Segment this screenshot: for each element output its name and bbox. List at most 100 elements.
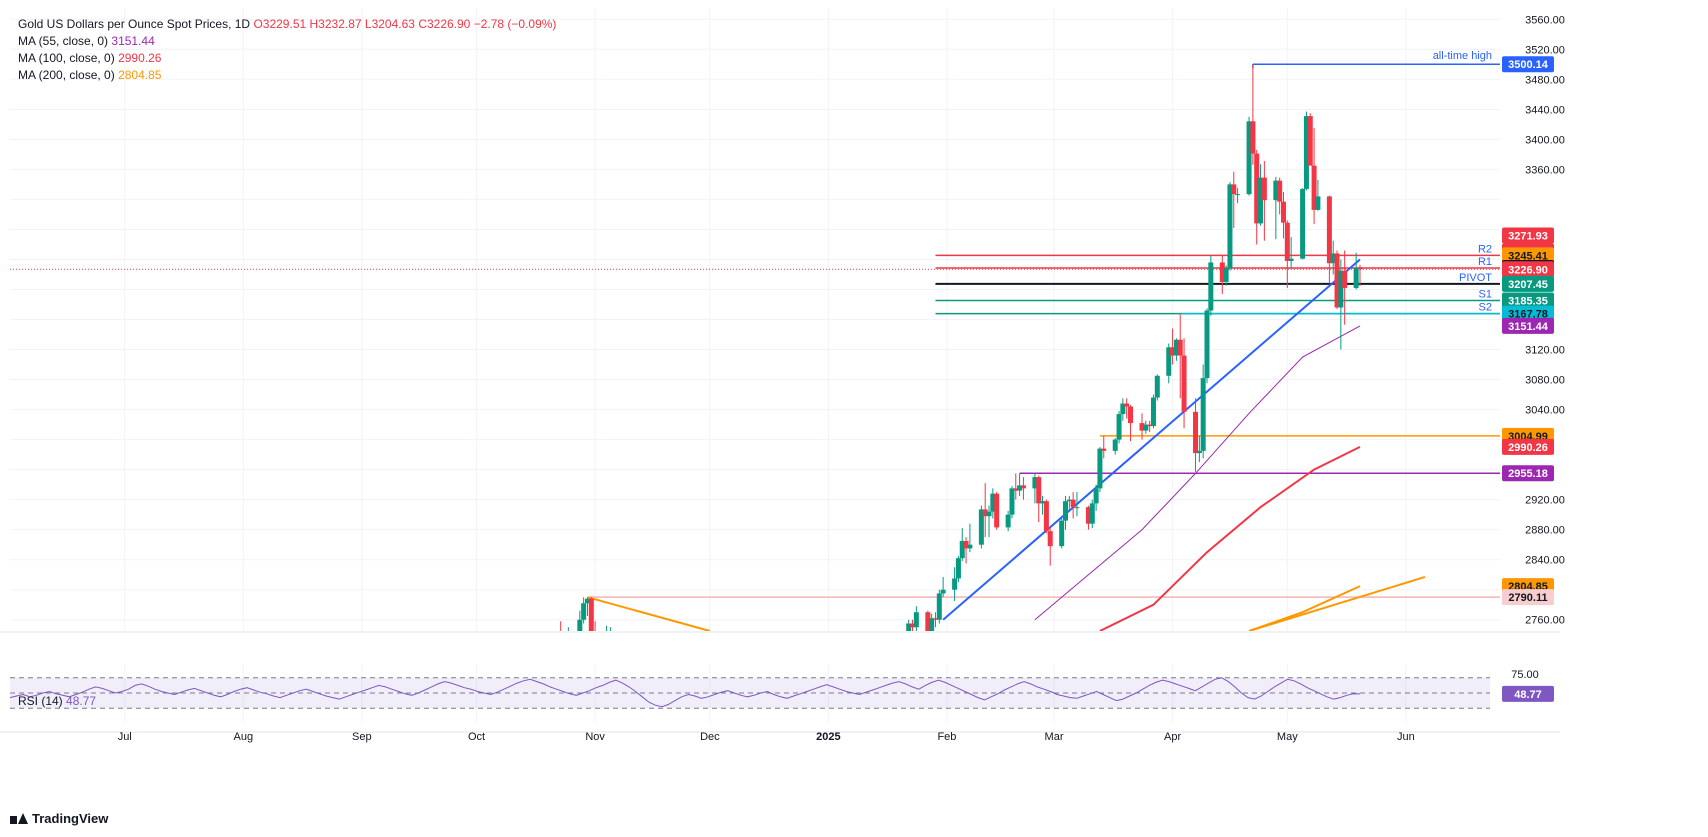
candle-body bbox=[1116, 414, 1122, 440]
legend-ma200-row[interactable]: MA (200, close, 0) 2804.85 bbox=[18, 67, 556, 84]
time-tick-label: May bbox=[1277, 731, 1298, 743]
candle bbox=[1196, 435, 1202, 463]
candle-body bbox=[1334, 253, 1340, 308]
candle-body bbox=[1005, 514, 1011, 528]
rsi-tag-bg bbox=[1502, 685, 1554, 702]
price-tick-label: 3360.00 bbox=[1525, 164, 1565, 176]
candle-body bbox=[1120, 403, 1126, 415]
candle-body bbox=[1066, 499, 1072, 502]
candle-body bbox=[1128, 406, 1134, 424]
price-tag-label: 3226.90 bbox=[1508, 264, 1548, 276]
candle bbox=[1246, 116, 1252, 196]
candle-body bbox=[1231, 184, 1237, 195]
price-tag-bg bbox=[1502, 292, 1554, 309]
candle-body bbox=[1032, 477, 1038, 489]
candle-body bbox=[940, 589, 946, 594]
price-tag-bg bbox=[1502, 247, 1554, 264]
price-tick-label: 3480.00 bbox=[1525, 74, 1565, 86]
rsi-tag-label: 48.77 bbox=[1514, 689, 1542, 701]
candle-body bbox=[1101, 448, 1107, 451]
candle-body bbox=[1097, 448, 1103, 489]
candle bbox=[1101, 435, 1107, 459]
candle-body bbox=[982, 509, 988, 517]
candle-body bbox=[1017, 485, 1023, 491]
candle bbox=[936, 589, 942, 624]
candle bbox=[1063, 495, 1069, 530]
candle bbox=[1036, 475, 1042, 523]
candle-body bbox=[1074, 507, 1080, 509]
candle bbox=[1097, 447, 1103, 493]
price-tag-bg bbox=[1502, 305, 1554, 322]
level-label-r1: R1 bbox=[1478, 256, 1492, 268]
candle-body bbox=[1040, 501, 1046, 504]
price-tick-label: 3560.00 bbox=[1525, 14, 1565, 26]
candle-body bbox=[1036, 477, 1042, 504]
candle-body bbox=[1124, 403, 1130, 407]
price-tag-bg bbox=[1502, 465, 1554, 482]
candle-body bbox=[1223, 268, 1229, 282]
candle-body bbox=[1246, 121, 1252, 195]
candle-body bbox=[929, 618, 935, 631]
ma200-value: 2804.85 bbox=[118, 68, 162, 82]
candle bbox=[1357, 264, 1363, 287]
candle bbox=[1089, 499, 1095, 529]
candle bbox=[1150, 394, 1156, 429]
candle-body bbox=[1303, 116, 1309, 189]
candle-body bbox=[1047, 531, 1053, 547]
candle bbox=[963, 537, 969, 564]
level-label-s2: S2 bbox=[1479, 302, 1492, 314]
ma200-line bbox=[1248, 585, 1361, 631]
price-tick-label: 2920.00 bbox=[1525, 495, 1565, 507]
candle-body bbox=[577, 619, 583, 631]
candle-body bbox=[925, 612, 931, 631]
price-tag-label: 3151.44 bbox=[1508, 321, 1549, 333]
legend-ma55-row[interactable]: MA (55, close, 0) 3151.44 bbox=[18, 33, 556, 50]
candle-body bbox=[955, 558, 961, 579]
candle bbox=[1353, 252, 1359, 290]
candle-body bbox=[1085, 507, 1091, 524]
chart-legend: Gold US Dollars per Ounce Spot Prices, 1… bbox=[18, 16, 556, 84]
price-tag-label: 3271.93 bbox=[1508, 230, 1548, 242]
candle bbox=[577, 610, 583, 631]
legend-ma100-row[interactable]: MA (100, close, 0) 2990.26 bbox=[18, 50, 556, 67]
candle-body bbox=[588, 598, 594, 631]
candle bbox=[1124, 398, 1130, 419]
candle bbox=[1085, 505, 1091, 530]
price-tag-label: 2955.18 bbox=[1508, 468, 1548, 480]
price-tag: 3245.41 bbox=[1502, 247, 1554, 264]
candle bbox=[1288, 236, 1294, 269]
rsi-value: 48.77 bbox=[66, 694, 97, 708]
rsi-legend[interactable]: RSI (14) 48.77 bbox=[18, 694, 96, 708]
candles bbox=[560, 64, 1363, 631]
price-tag-bg bbox=[1502, 275, 1554, 292]
price-tag-label: 2790.11 bbox=[1508, 592, 1547, 604]
candle-body bbox=[936, 593, 942, 620]
ohlc-high: H3232.87 bbox=[309, 17, 362, 31]
candle-body bbox=[1166, 347, 1172, 376]
candle bbox=[1307, 113, 1313, 166]
candle bbox=[1112, 438, 1118, 455]
candle bbox=[1326, 195, 1332, 284]
candle-body bbox=[959, 540, 965, 559]
ma100-line bbox=[1099, 446, 1361, 631]
candle bbox=[952, 567, 958, 601]
candle-body bbox=[1284, 222, 1290, 261]
trendline-2 bbox=[1248, 576, 1426, 631]
time-tick-label: Apr bbox=[1164, 731, 1181, 743]
candle bbox=[990, 488, 996, 519]
symbol-title[interactable]: Gold US Dollars per Ounce Spot Prices, 1… bbox=[18, 17, 251, 31]
tradingview-brand[interactable]: TradingView bbox=[10, 811, 108, 826]
price-tag-bg bbox=[1502, 227, 1554, 244]
price-tag-bg bbox=[1502, 589, 1554, 606]
time-tick-label: Jun bbox=[1397, 731, 1415, 743]
candle bbox=[1005, 510, 1011, 532]
candle bbox=[1043, 499, 1049, 534]
candle bbox=[955, 555, 961, 583]
trendline-1 bbox=[587, 596, 711, 631]
candle-body bbox=[1089, 503, 1095, 524]
candle bbox=[567, 627, 569, 631]
time-tick-label: Feb bbox=[937, 731, 956, 743]
